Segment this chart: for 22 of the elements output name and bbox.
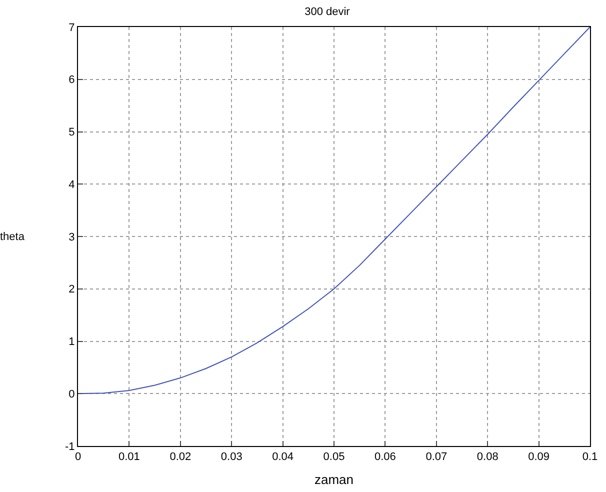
y-tick-label: 0	[68, 388, 75, 400]
x-tick-label: 0.08	[476, 451, 498, 464]
x-tick-label: 0.1	[582, 451, 598, 464]
y-axis-title: theta	[0, 231, 26, 243]
chart-title: 300 devir	[304, 6, 350, 18]
y-tick-label: 5	[68, 126, 75, 139]
x-tick-label: 0.04	[272, 451, 294, 464]
x-tick-label: 0.02	[170, 451, 192, 464]
x-tick-label: 0.01	[118, 451, 140, 464]
x-tick-label: 0.09	[528, 451, 550, 464]
y-tick-label: -1	[65, 440, 75, 453]
y-tick-label: 6	[68, 74, 75, 86]
y-tick-label: 7	[68, 22, 75, 34]
x-tick-label: 0.03	[220, 451, 242, 464]
y-tick-label: 3	[68, 231, 75, 244]
y-tick-label: 2	[68, 284, 75, 296]
x-axis-title: zaman	[314, 472, 354, 487]
x-tick-label: 0.05	[323, 451, 345, 464]
y-tick-label: 1	[68, 336, 75, 348]
y-tick-label: 4	[68, 178, 75, 191]
x-tick-label: 0.07	[426, 451, 448, 464]
x-tick-label: 0.06	[374, 451, 396, 464]
